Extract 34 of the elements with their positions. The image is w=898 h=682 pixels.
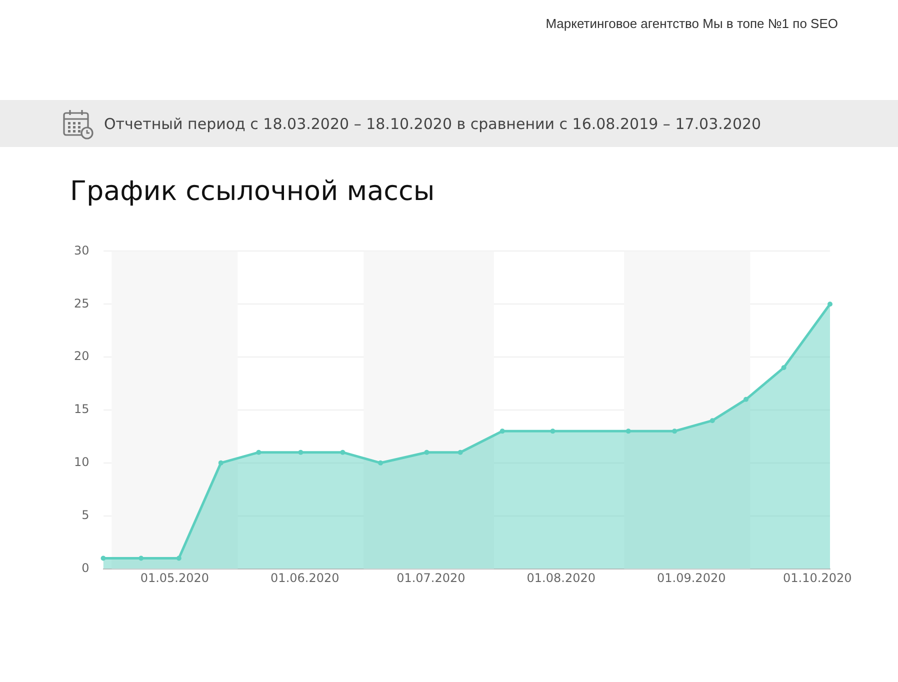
y-tick-label: 25 [74, 296, 90, 310]
point [500, 428, 505, 434]
point [138, 556, 144, 561]
point [378, 460, 384, 466]
point [550, 428, 556, 434]
y-tick-label: 0 [82, 560, 90, 575]
x-tick-label: 01.07.2020 [396, 571, 466, 586]
y-tick-label: 15 [74, 402, 90, 416]
y-tick-label: 30 [74, 243, 90, 258]
point [298, 450, 304, 455]
point [672, 428, 678, 434]
x-tick-label: 01.05.2020 [140, 571, 210, 586]
point [458, 450, 463, 455]
point [828, 302, 832, 307]
y-tick-label: 5 [82, 508, 90, 522]
x-tick-label: 01.10.2020 [783, 571, 852, 586]
x-tick-label: 01.08.2020 [526, 571, 596, 586]
chart-title: График ссылочной массы [70, 176, 435, 207]
point [781, 365, 786, 370]
x-tick-label: 01.09.2020 [657, 571, 726, 586]
text: Маркетинговое агентство Мы в топе №1 по SEO [546, 16, 838, 31]
point [743, 396, 748, 402]
point [176, 556, 182, 561]
point [100, 556, 106, 561]
text: Отчетный период с 18.03.2020 – 18.10.2020 в сравнении с 16.08.2019 – 17.03.2020 [104, 114, 762, 132]
point [218, 460, 224, 466]
point [256, 450, 262, 455]
y-tick-label: 10 [74, 455, 90, 470]
y-tick-label: 20 [74, 349, 90, 364]
x-tick-label: 01.06.2020 [270, 571, 340, 586]
point [340, 450, 346, 455]
point [424, 450, 430, 455]
point [710, 418, 715, 424]
point [626, 428, 631, 434]
